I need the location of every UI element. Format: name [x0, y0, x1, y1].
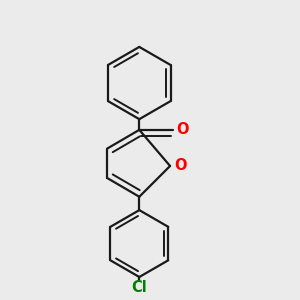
- Text: Cl: Cl: [131, 280, 147, 295]
- Text: O: O: [176, 122, 188, 137]
- Text: O: O: [174, 158, 187, 173]
